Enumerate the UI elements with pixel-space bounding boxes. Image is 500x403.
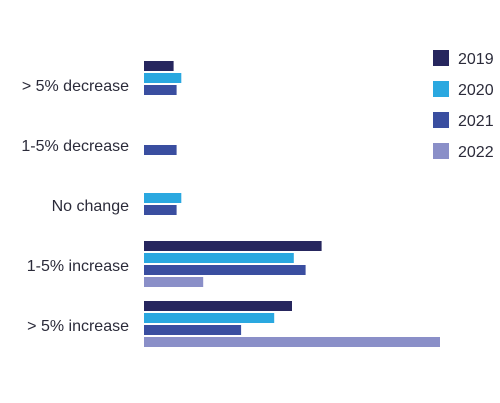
category-labels: > 5% decrease 1-5% decrease No change 1-5% … — [21, 78, 129, 335]
bar-2022-4 — [144, 337, 440, 347]
bar-2019-4 — [144, 301, 292, 311]
category-label: 1-5% increase — [27, 258, 129, 275]
category-label: 1-5% decrease — [21, 138, 129, 155]
category-label: > 5% increase — [27, 318, 129, 335]
bar-2021-1 — [144, 145, 177, 155]
legend-swatch-2019 — [433, 50, 449, 66]
bar-2021-0 — [144, 85, 177, 95]
bar-2021-3 — [144, 265, 306, 275]
legend-label-2022: 2022 — [458, 144, 494, 161]
bar-2020-0 — [144, 73, 182, 83]
legend-swatch-2022 — [433, 143, 449, 159]
legend-label-2020: 2020 — [458, 82, 494, 99]
legend-label-2021: 2021 — [458, 113, 494, 130]
bar-2020-4 — [144, 313, 275, 323]
bar-2020-2 — [144, 193, 182, 203]
legend-swatch-2021 — [433, 112, 449, 128]
bar-2021-2 — [144, 205, 177, 215]
category-label: > 5% decrease — [22, 78, 129, 95]
bar-2022-3 — [144, 277, 204, 287]
legend-label-2019: 2019 — [458, 51, 494, 68]
legend: 2019 2020 2021 2022 — [433, 50, 494, 161]
bars-group — [144, 61, 440, 347]
legend-swatch-2020 — [433, 81, 449, 97]
bar-2019-0 — [144, 61, 174, 71]
bar-2019-3 — [144, 241, 322, 251]
category-label: No change — [52, 198, 129, 215]
bar-2021-4 — [144, 325, 242, 335]
bar-2020-3 — [144, 253, 294, 263]
